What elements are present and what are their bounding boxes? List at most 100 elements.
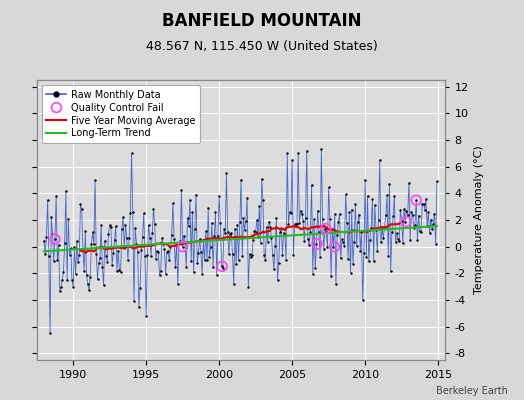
Point xyxy=(322,226,330,232)
Point xyxy=(359,250,368,256)
Point xyxy=(74,259,82,265)
Point xyxy=(384,252,392,259)
Point xyxy=(316,253,324,260)
Point xyxy=(134,248,142,255)
Point xyxy=(116,269,125,275)
Point xyxy=(121,222,129,228)
Point xyxy=(104,231,113,237)
Point xyxy=(310,216,318,222)
Point xyxy=(211,209,220,216)
Point xyxy=(182,264,191,270)
Point xyxy=(291,221,300,227)
Point xyxy=(206,244,215,251)
Point xyxy=(80,268,89,274)
Point xyxy=(376,157,384,163)
Point xyxy=(305,242,313,248)
Point xyxy=(97,222,105,228)
Point xyxy=(58,277,67,283)
Point xyxy=(320,246,328,252)
Point xyxy=(170,236,178,242)
Point xyxy=(400,206,408,212)
Point xyxy=(290,221,299,228)
Point xyxy=(390,193,399,199)
Point xyxy=(345,209,354,215)
Point xyxy=(208,220,216,226)
Legend: Raw Monthly Data, Quality Control Fail, Five Year Moving Average, Long-Term Tren: Raw Monthly Data, Quality Control Fail, … xyxy=(41,85,200,143)
Point xyxy=(299,218,307,224)
Point xyxy=(69,284,78,290)
Point xyxy=(177,187,185,193)
Point xyxy=(274,277,282,283)
Point xyxy=(275,260,283,266)
Point xyxy=(380,224,389,230)
Point xyxy=(118,226,126,232)
Point xyxy=(354,218,362,225)
Point xyxy=(367,224,375,231)
Point xyxy=(247,254,255,260)
Point xyxy=(339,239,347,246)
Point xyxy=(315,229,323,236)
Point xyxy=(311,265,320,272)
Point xyxy=(317,146,325,152)
Point xyxy=(71,271,80,277)
Point xyxy=(272,215,280,221)
Point xyxy=(336,255,345,261)
Point xyxy=(217,263,226,270)
Point xyxy=(168,231,176,238)
Point xyxy=(377,239,385,246)
Point xyxy=(59,268,68,275)
Point xyxy=(160,245,169,252)
Point xyxy=(253,217,261,223)
Point xyxy=(263,224,271,230)
Point xyxy=(260,252,268,259)
Point xyxy=(403,211,412,218)
Text: BANFIELD MOUNTAIN: BANFIELD MOUNTAIN xyxy=(162,12,362,30)
Point xyxy=(164,248,172,254)
Point xyxy=(406,236,414,243)
Point xyxy=(324,184,333,190)
Point xyxy=(101,237,109,244)
Point xyxy=(309,271,317,277)
Point xyxy=(412,197,420,203)
Point xyxy=(141,253,149,259)
Point xyxy=(181,240,189,246)
Point xyxy=(192,192,200,198)
Point xyxy=(237,177,245,183)
Point xyxy=(418,200,427,207)
Point xyxy=(252,229,260,235)
Point xyxy=(50,258,58,264)
Point xyxy=(394,236,402,242)
Point xyxy=(281,232,289,238)
Point xyxy=(143,252,151,258)
Point xyxy=(239,215,248,221)
Point xyxy=(276,229,284,236)
Point xyxy=(255,203,264,210)
Point xyxy=(331,211,339,218)
Point xyxy=(113,268,121,274)
Point xyxy=(334,218,343,225)
Point xyxy=(94,260,103,266)
Point xyxy=(195,236,204,242)
Point xyxy=(325,216,334,223)
Point xyxy=(115,267,124,273)
Point xyxy=(73,238,81,244)
Point xyxy=(128,209,137,216)
Point xyxy=(228,251,237,258)
Point xyxy=(179,243,187,250)
Point xyxy=(265,218,273,225)
Point xyxy=(433,178,441,185)
Point xyxy=(138,234,147,240)
Point xyxy=(365,258,373,264)
Point xyxy=(369,258,378,264)
Point xyxy=(368,196,377,203)
Point xyxy=(279,230,288,236)
Point xyxy=(338,236,346,242)
Point xyxy=(414,212,423,219)
Point xyxy=(271,243,279,249)
Point xyxy=(295,220,303,226)
Point xyxy=(108,262,116,268)
Point xyxy=(405,180,413,186)
Point xyxy=(152,256,160,262)
Point xyxy=(358,297,367,303)
Point xyxy=(429,221,438,228)
